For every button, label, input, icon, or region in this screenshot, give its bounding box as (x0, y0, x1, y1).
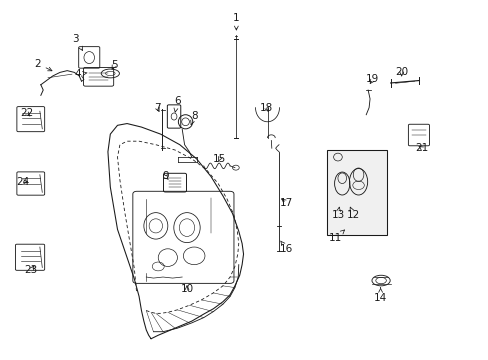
Text: 13: 13 (331, 207, 344, 220)
Text: 5: 5 (111, 60, 117, 70)
Text: 15: 15 (212, 154, 226, 164)
Text: 24: 24 (17, 177, 30, 187)
Text: 6: 6 (174, 96, 181, 112)
Text: 9: 9 (162, 171, 168, 181)
Text: 17: 17 (280, 198, 293, 208)
Text: 18: 18 (260, 103, 273, 113)
Text: 20: 20 (394, 67, 407, 77)
Text: 8: 8 (190, 112, 197, 125)
Text: 19: 19 (366, 75, 379, 85)
Bar (326, 150, 386, 235)
Text: 2: 2 (34, 59, 52, 71)
Text: 3: 3 (72, 34, 82, 50)
Text: 12: 12 (346, 207, 360, 220)
Text: 10: 10 (180, 284, 193, 294)
Text: 14: 14 (373, 288, 386, 303)
Text: 1: 1 (233, 13, 239, 30)
Text: 16: 16 (280, 241, 293, 254)
Text: 11: 11 (328, 230, 344, 243)
Text: 4: 4 (75, 69, 87, 79)
Text: 7: 7 (154, 103, 160, 113)
Text: 22: 22 (20, 108, 33, 118)
Text: 23: 23 (24, 265, 38, 275)
Text: 21: 21 (414, 143, 427, 153)
